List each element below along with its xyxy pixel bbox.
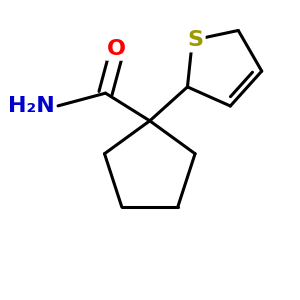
Text: S: S [188,30,203,50]
Text: H₂N: H₂N [8,96,55,116]
Text: O: O [107,38,126,58]
